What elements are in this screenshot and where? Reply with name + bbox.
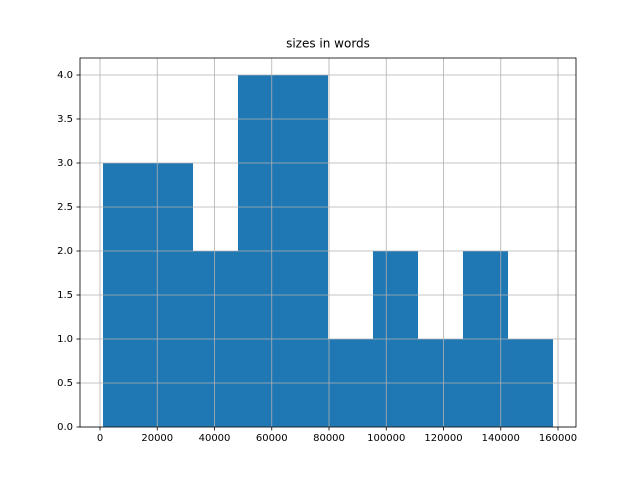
y-tick-label: 2.5 xyxy=(57,202,73,213)
x-tick-label: 160000 xyxy=(539,433,577,444)
x-tick-label: 140000 xyxy=(482,433,520,444)
x-tick-label: 40000 xyxy=(199,433,231,444)
chart-title: sizes in words xyxy=(286,37,370,51)
y-tick-label: 3.5 xyxy=(57,114,73,125)
x-tick-label: 0 xyxy=(97,433,103,444)
x-tick-label: 20000 xyxy=(141,433,173,444)
x-tick-label: 80000 xyxy=(313,433,345,444)
y-tick-label: 1.5 xyxy=(57,290,73,301)
x-tick-label: 100000 xyxy=(367,433,405,444)
y-tick-label: 2.0 xyxy=(57,246,73,257)
x-tick-label: 60000 xyxy=(256,433,288,444)
y-tick-label: 1.0 xyxy=(57,334,73,345)
y-tick-label: 0.5 xyxy=(57,378,73,389)
y-tick-label: 4.0 xyxy=(57,70,73,81)
y-tick-label: 3.0 xyxy=(57,158,73,169)
x-tick-label: 120000 xyxy=(424,433,462,444)
axes-frame xyxy=(79,57,577,428)
y-tick-label: 0.0 xyxy=(57,422,73,433)
